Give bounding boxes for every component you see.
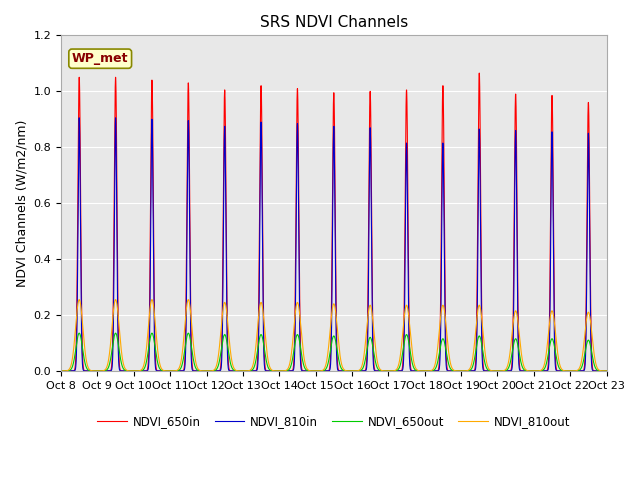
NDVI_650in <box>409 368 417 374</box>
NDVI_650in <box>476 70 483 76</box>
Line: NDVI_650out: NDVI_650out <box>61 333 607 371</box>
NDVI_650out <box>57 368 65 374</box>
NDVI_810out <box>262 333 269 339</box>
NDVI_810in <box>603 368 611 374</box>
NDVI_650out <box>174 368 182 373</box>
NDVI_650in <box>168 368 176 374</box>
NDVI_650in <box>603 368 611 374</box>
NDVI_810out <box>57 368 65 374</box>
NDVI_810in <box>601 368 609 374</box>
NDVI_810in <box>57 368 65 374</box>
NDVI_810in <box>168 368 176 374</box>
NDVI_810out <box>486 368 494 373</box>
NDVI_810out <box>76 297 83 302</box>
NDVI_650out <box>262 352 269 358</box>
NDVI_810out <box>174 367 182 372</box>
NDVI_810in <box>262 368 269 373</box>
NDVI_650out <box>603 368 611 374</box>
NDVI_650out <box>168 368 176 374</box>
NDVI_810out <box>168 368 176 374</box>
NDVI_650in <box>486 368 494 374</box>
NDVI_650out <box>76 330 83 336</box>
NDVI_810in <box>76 115 83 120</box>
NDVI_650in <box>174 368 182 374</box>
NDVI_810out <box>601 368 609 374</box>
NDVI_810out <box>603 368 611 374</box>
NDVI_650out <box>486 368 494 373</box>
Y-axis label: NDVI Channels (W/m2/nm): NDVI Channels (W/m2/nm) <box>15 120 28 287</box>
NDVI_650in <box>601 368 609 374</box>
NDVI_650out <box>409 363 417 369</box>
Legend: NDVI_650in, NDVI_810in, NDVI_650out, NDVI_810out: NDVI_650in, NDVI_810in, NDVI_650out, NDV… <box>93 410 575 433</box>
NDVI_650in <box>261 365 269 371</box>
NDVI_810in <box>409 368 417 374</box>
Line: NDVI_650in: NDVI_650in <box>61 73 607 371</box>
Line: NDVI_810in: NDVI_810in <box>61 118 607 371</box>
NDVI_810out <box>409 355 417 360</box>
NDVI_650in <box>57 368 65 374</box>
NDVI_810in <box>174 368 182 374</box>
NDVI_810in <box>486 368 494 374</box>
Title: SRS NDVI Channels: SRS NDVI Channels <box>260 15 408 30</box>
Line: NDVI_810out: NDVI_810out <box>61 300 607 371</box>
Text: WP_met: WP_met <box>72 52 129 65</box>
NDVI_650out <box>601 368 609 374</box>
